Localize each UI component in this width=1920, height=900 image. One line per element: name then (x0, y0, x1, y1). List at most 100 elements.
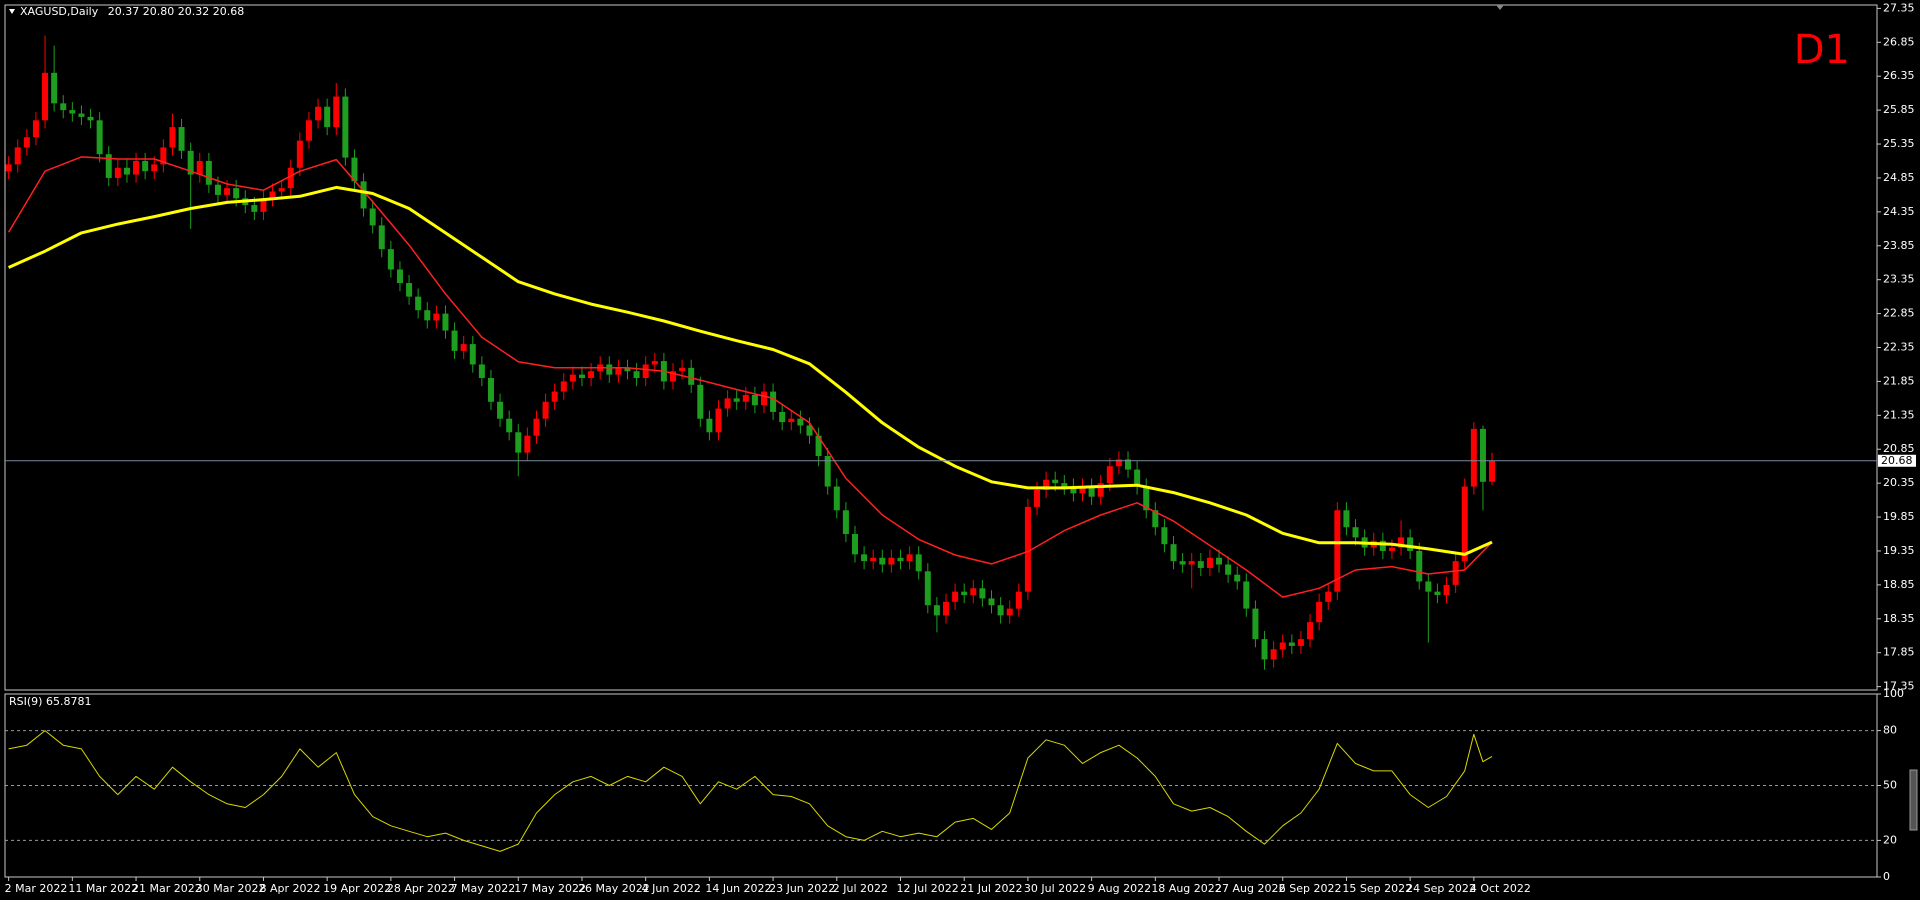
candle-body (105, 154, 112, 178)
candle-body (897, 557, 904, 562)
candle-body (724, 398, 731, 409)
candle-body (1115, 459, 1122, 467)
candle-body (533, 418, 540, 436)
candle-body (1416, 550, 1423, 582)
current-price-label: 20.68 (1881, 454, 1913, 467)
y-tick-label: 80 (1883, 724, 1897, 737)
candle-body (333, 96, 340, 128)
candle-body (1161, 527, 1168, 545)
y-tick-label: 27.35 (1883, 1, 1915, 14)
scroll-handle[interactable] (1909, 769, 1918, 831)
x-tick-label: 21 Jul 2022 (960, 882, 1022, 895)
x-tick-label: 12 Jul 2022 (897, 882, 959, 895)
candle-body (1106, 466, 1113, 484)
y-tick-label: 19.85 (1883, 510, 1915, 523)
y-tick-label: 24.85 (1883, 171, 1915, 184)
chart-header: XAGUSD,Daily 20.37 20.80 20.32 20.68 (20, 5, 244, 18)
candle-body (251, 205, 258, 212)
x-tick-label: 8 Apr 2022 (259, 882, 320, 895)
candle-body (315, 106, 322, 121)
y-tick-label: 23.85 (1883, 239, 1915, 252)
y-tick-label: 100 (1883, 687, 1904, 700)
candle-body (615, 367, 622, 375)
candle-body (1070, 486, 1077, 494)
x-tick-label: 30 Mar 2022 (196, 882, 266, 895)
x-tick-label: 11 Mar 2022 (68, 882, 138, 895)
candle-body (751, 394, 758, 406)
x-tick-label: 9 Aug 2022 (1088, 882, 1151, 895)
candle-body (424, 310, 431, 321)
candle-body (851, 534, 858, 555)
candle-body (1088, 486, 1095, 497)
candle-body (287, 167, 294, 189)
candle-body (360, 181, 367, 209)
candle-body (133, 160, 140, 175)
candle-body (260, 198, 267, 212)
moving-average (7, 156, 1493, 598)
x-tick-label: 7 May 2022 (451, 882, 516, 895)
candle-body (1125, 459, 1132, 470)
candle-body (1034, 489, 1041, 507)
candle-body (224, 188, 231, 195)
candle-body (396, 269, 403, 284)
y-tick-label: 18.85 (1883, 578, 1915, 591)
moving-average (7, 185, 1493, 556)
candle-body (205, 160, 212, 185)
y-tick-label: 22.85 (1883, 307, 1915, 320)
candle-body (861, 554, 868, 562)
candle-body (524, 435, 531, 453)
x-tick-label: 23 Jun 2022 (769, 882, 835, 895)
candle-body (1452, 561, 1459, 585)
candle-body (1398, 537, 1405, 548)
candle-body (1279, 642, 1286, 650)
candle-body (1252, 608, 1259, 640)
candle-body (515, 432, 522, 453)
candle-body (60, 103, 67, 111)
candle-body (96, 120, 103, 155)
x-tick-label: 19 Apr 2022 (323, 882, 391, 895)
candle-body (1425, 581, 1432, 592)
candle-body (970, 588, 977, 596)
y-tick-label: 26.85 (1883, 35, 1915, 48)
candle-body (296, 140, 303, 168)
y-tick-label: 0 (1883, 870, 1890, 883)
ohlc-high: 20.80 (143, 5, 175, 18)
candle-body (78, 113, 85, 117)
candle-body (961, 591, 968, 596)
candle-body (997, 605, 1004, 616)
x-tick-label: 6 Sep 2022 (1279, 882, 1342, 895)
candle-body (633, 371, 640, 379)
candle-body (23, 137, 30, 148)
candle-body (879, 557, 886, 565)
candle-body (87, 116, 94, 121)
y-tick-label: 24.35 (1883, 205, 1915, 218)
shift-marker (1496, 5, 1504, 10)
candle-body (1206, 557, 1213, 568)
candle-body (578, 374, 585, 379)
candle-body (69, 110, 76, 114)
y-tick-label: 20.85 (1883, 442, 1915, 455)
candle-body (1006, 608, 1013, 616)
candle-body (1152, 510, 1159, 528)
candle-body (933, 605, 940, 616)
candle-body (1188, 561, 1195, 565)
x-tick-label: 15 Sep 2022 (1342, 882, 1412, 895)
candle-body (378, 225, 385, 250)
candle-body (870, 557, 877, 562)
candle-body (1243, 581, 1250, 609)
candle-body (842, 510, 849, 535)
candle-body (469, 344, 476, 365)
x-tick-label: 30 Jul 2022 (1024, 882, 1086, 895)
candle-body (196, 160, 203, 175)
rsi-line (8, 730, 1493, 852)
ohlc-close: 20.68 (213, 5, 245, 18)
candle-body (351, 157, 358, 182)
candle-body (415, 296, 422, 311)
x-tick-label: 4 Jun 2022 (642, 882, 701, 895)
candle-body (943, 601, 950, 616)
y-tick-label: 25.35 (1883, 137, 1915, 150)
y-tick-label: 25.85 (1883, 103, 1915, 116)
candle-body (624, 367, 631, 372)
ohlc-open: 20.37 (108, 5, 140, 18)
